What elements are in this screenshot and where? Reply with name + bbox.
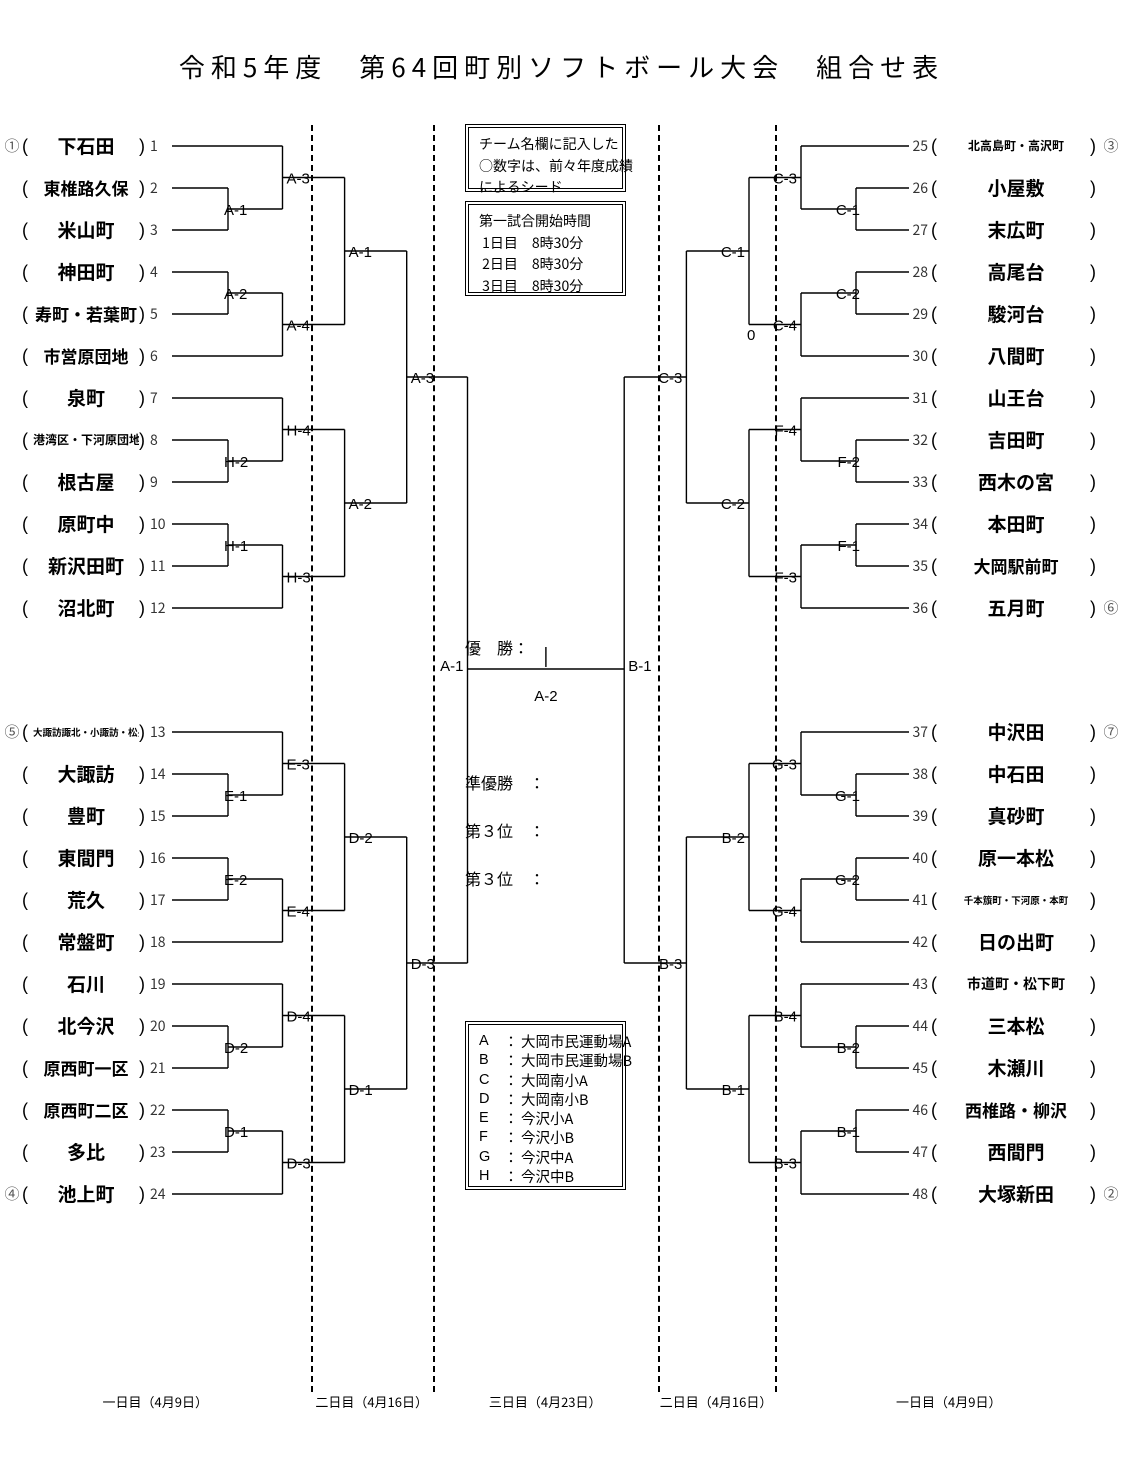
svg-text:C-2: C-2 [836,286,860,303]
svg-text:H-2: H-2 [224,454,248,471]
svg-text:C-1: C-1 [836,202,860,219]
svg-text:B-1: B-1 [722,1082,745,1099]
svg-text:D-4: D-4 [287,1009,311,1026]
svg-text:D-2: D-2 [349,830,373,847]
svg-text:A-1: A-1 [224,202,247,219]
svg-text:B-2: B-2 [722,830,745,847]
svg-text:C-3: C-3 [658,370,682,387]
svg-text:H-3: H-3 [287,570,311,587]
svg-text:H-4: H-4 [287,423,311,440]
svg-text:H-1: H-1 [224,538,248,555]
svg-text:F-2: F-2 [838,454,861,471]
svg-text:G-1: G-1 [835,788,860,805]
svg-text:A-1: A-1 [349,244,372,261]
svg-text:F-1: F-1 [838,538,861,555]
svg-text:F-3: F-3 [775,570,798,587]
svg-text:0: 0 [747,327,755,344]
svg-text:A-4: A-4 [287,318,310,335]
svg-text:E-1: E-1 [224,788,247,805]
svg-text:E-3: E-3 [287,757,310,774]
svg-text:A-3: A-3 [287,171,310,188]
svg-text:F-4: F-4 [775,423,798,440]
svg-text:D-3: D-3 [287,1156,311,1173]
svg-text:D-2: D-2 [224,1040,248,1057]
svg-text:B-3: B-3 [774,1156,797,1173]
svg-text:D-1: D-1 [224,1124,248,1141]
svg-text:A-2: A-2 [224,286,247,303]
svg-text:A-2: A-2 [349,496,372,513]
svg-text:B-3: B-3 [659,956,682,973]
svg-text:B-4: B-4 [774,1009,797,1026]
svg-text:B-2: B-2 [837,1040,860,1057]
svg-text:B-1: B-1 [837,1124,860,1141]
svg-text:A-1: A-1 [440,658,463,675]
svg-text:D-1: D-1 [349,1082,373,1099]
svg-text:C-1: C-1 [721,244,745,261]
svg-text:B-1: B-1 [628,658,651,675]
svg-text:G-2: G-2 [835,872,860,889]
svg-text:A-2: A-2 [534,688,557,705]
svg-text:A-3: A-3 [411,370,434,387]
svg-text:E-4: E-4 [287,904,310,921]
svg-text:C-2: C-2 [721,496,745,513]
svg-text:D-3: D-3 [411,956,435,973]
svg-text:E-2: E-2 [224,872,247,889]
